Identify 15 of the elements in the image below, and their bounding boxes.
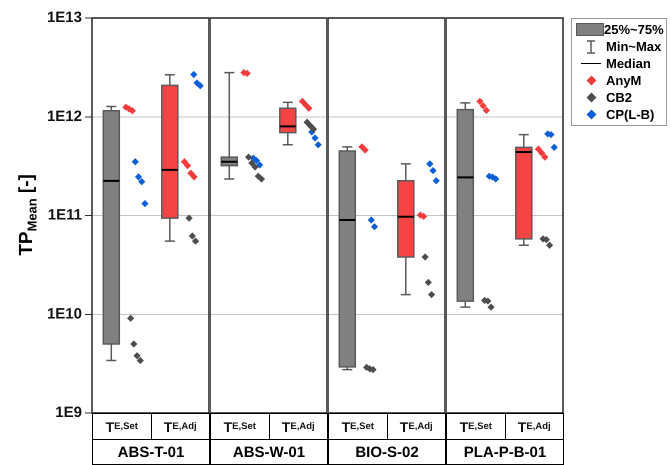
y-tick-label: 1E12 [46,108,82,125]
x-axis-title: BIO-S-02 [328,440,446,465]
x-axis-title: ABS-W-01 [210,440,328,465]
y-tick-label: 1E9 [55,404,82,422]
x-axis-title: PLA-P-B-01 [446,440,564,465]
y-tick-label: 1E13 [46,9,82,26]
text: 25%~75% [604,22,664,37]
legend-label: AnyM [606,73,642,88]
x-axis-title: ABS-T-01 [92,440,210,465]
legend-label: CB2 [606,90,632,105]
y-tick-label: 1E11 [48,206,82,224]
y-tick-label: 1E10 [46,305,82,322]
legend-label: CP(L-B) [606,107,654,122]
text: Min~Max [606,39,662,54]
text: Median [606,56,651,71]
